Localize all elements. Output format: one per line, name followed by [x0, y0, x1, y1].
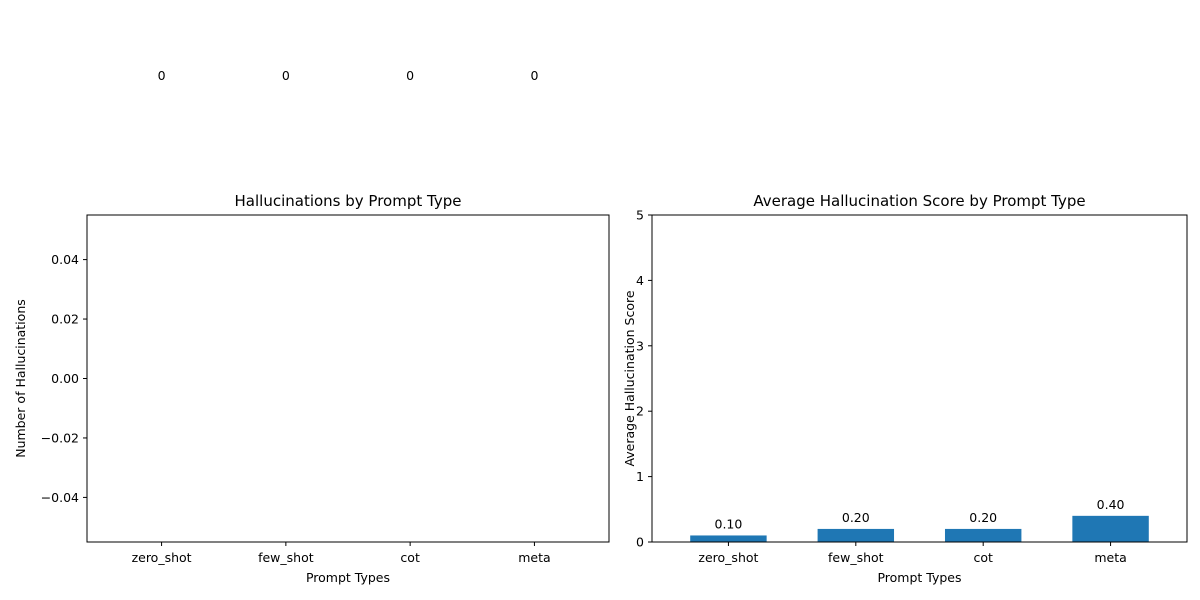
left-chart-data-label: 0 [282, 68, 290, 83]
right-chart-title: Average Hallucination Score by Prompt Ty… [753, 192, 1085, 210]
right-chart-data-label: 0.20 [842, 510, 870, 525]
right-chart-bar-few_shot [817, 528, 895, 542]
left-chart-x-tick-label: meta [518, 550, 550, 565]
right-chart-x-tick-label: few_shot [828, 550, 884, 565]
left-chart-data-label: 0 [530, 68, 538, 83]
left-chart-data-label: 0 [158, 68, 166, 83]
right-chart-bar-zero_shot [690, 535, 767, 542]
right-chart-x-axis-label: Prompt Types [877, 570, 961, 585]
left-chart-x-tick-label: zero_shot [132, 550, 192, 565]
right-chart-axes-frame [651, 214, 1188, 543]
right-chart-data-label: 0.20 [969, 510, 997, 525]
left-chart-y-tick-label: 0.00 [51, 371, 79, 386]
right-chart-bar-meta [1072, 515, 1149, 542]
left-chart-x-tick-label: few_shot [258, 550, 314, 565]
right-chart-x-tick-label: cot [973, 550, 993, 565]
left-chart-y-tick-label: 0.04 [51, 252, 79, 267]
right-chart-y-axis-label: Average Hallucination Score [622, 290, 637, 466]
right-chart-bar-cot [944, 528, 1022, 542]
left-chart-y-axis-label: Number of Hallucinations [13, 299, 28, 458]
right-chart-data-label: 0.10 [715, 516, 743, 531]
right-chart-x-tick-label: zero_shot [698, 550, 758, 565]
left-chart-data-label: 0 [406, 68, 414, 83]
left-chart-y-tick-label: −0.04 [41, 490, 79, 505]
right-chart-y-tick-label: 2 [636, 404, 644, 419]
left-chart-x-axis-label: Prompt Types [306, 570, 390, 585]
right-chart-y-tick-label: 0 [636, 535, 644, 550]
left-chart-y-tick-label: 0.02 [51, 312, 79, 327]
left-chart-title: Hallucinations by Prompt Type [235, 192, 462, 210]
left-chart-x-tick-label: cot [400, 550, 420, 565]
left-chart-y-tick-label: −0.02 [41, 430, 79, 445]
right-chart-y-tick-label: 5 [636, 208, 644, 223]
right-chart-x-tick-label: meta [1094, 550, 1126, 565]
right-chart-data-label: 0.40 [1097, 497, 1125, 512]
right-chart-y-tick-label: 3 [636, 338, 644, 353]
right-chart-y-tick-label: 1 [636, 469, 644, 484]
right-chart-y-tick-label: 4 [636, 273, 644, 288]
